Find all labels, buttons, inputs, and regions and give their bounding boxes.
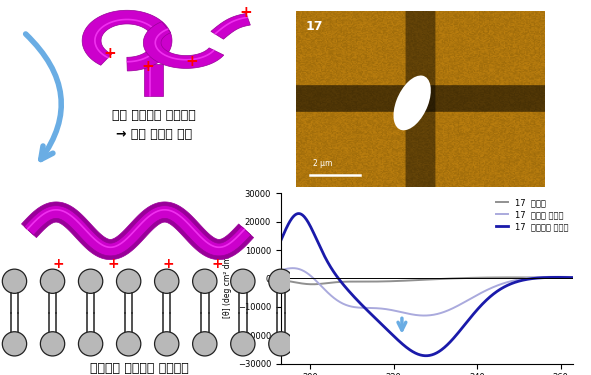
Circle shape: [269, 332, 293, 356]
Y-axis label: [θ] (deg cm² dmol⁻¹): [θ] (deg cm² dmol⁻¹): [223, 239, 232, 318]
Polygon shape: [24, 206, 251, 256]
Text: +: +: [212, 257, 223, 271]
Circle shape: [155, 332, 179, 356]
Legend: 17  수용액, 17  적혈구 생체막, 17  박테리아 생체막: 17 수용액, 17 적혈구 생체막, 17 박테리아 생체막: [492, 195, 571, 234]
Circle shape: [79, 269, 103, 293]
Circle shape: [230, 332, 255, 356]
Text: +: +: [186, 54, 199, 69]
Circle shape: [2, 332, 27, 356]
Text: → 항균 선택성 향상: → 항균 선택성 향상: [116, 128, 191, 141]
Polygon shape: [82, 10, 172, 71]
Circle shape: [2, 269, 27, 293]
Polygon shape: [211, 13, 251, 39]
Polygon shape: [144, 64, 163, 96]
Circle shape: [193, 332, 217, 356]
Ellipse shape: [394, 75, 431, 130]
Text: +: +: [162, 257, 174, 271]
Text: +: +: [52, 257, 64, 271]
Text: 박테리아 생체막과 상호작용: 박테리아 생체막과 상호작용: [90, 362, 189, 375]
Circle shape: [116, 269, 141, 293]
Text: +: +: [141, 59, 154, 74]
Circle shape: [269, 269, 293, 293]
Polygon shape: [144, 22, 224, 68]
Text: +: +: [107, 257, 119, 271]
Text: +: +: [239, 5, 252, 20]
Circle shape: [79, 332, 103, 356]
Circle shape: [40, 332, 64, 356]
Circle shape: [116, 332, 141, 356]
Text: +: +: [103, 46, 116, 61]
Circle shape: [230, 269, 255, 293]
Text: 2 μm: 2 μm: [313, 159, 332, 168]
Circle shape: [155, 269, 179, 293]
Circle shape: [40, 269, 64, 293]
Text: 약한 나선구조 펩토이드: 약한 나선구조 펩토이드: [112, 109, 196, 122]
Circle shape: [193, 269, 217, 293]
Text: 17: 17: [306, 20, 323, 33]
Polygon shape: [21, 202, 254, 260]
